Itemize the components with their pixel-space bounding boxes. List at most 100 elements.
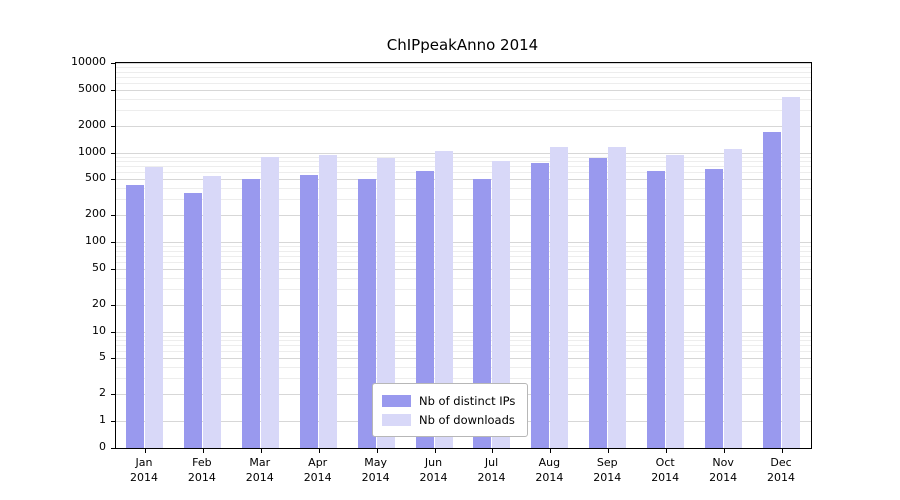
bar-distinct-ips-jun (416, 170, 434, 448)
y-tick-mark (111, 89, 116, 91)
y-tick-label: 20 (92, 296, 106, 310)
x-tick-label: Dec 2014 (767, 456, 795, 484)
x-tick-mark (666, 449, 667, 453)
y-tick-mark (111, 421, 116, 422)
bar-downloads-jul (492, 160, 510, 448)
major-gridline (116, 242, 811, 243)
bar-downloads-apr (319, 154, 337, 448)
plot-area: Nb of distinct IPs Nb of downloads (111, 62, 812, 453)
legend-swatch-distinct-ips (382, 394, 411, 407)
minor-gridline (116, 277, 811, 279)
minor-gridline (116, 98, 811, 100)
major-gridline (116, 304, 811, 306)
y-tick-mark (111, 304, 116, 306)
minor-gridline (116, 76, 811, 78)
y-tick-mark (111, 215, 116, 217)
y-tick-mark (111, 179, 116, 181)
x-tick-label: Apr 2014 (303, 456, 332, 484)
bar-downloads-jan (145, 166, 163, 448)
bar-downloads-feb (203, 176, 221, 448)
y-tick-label: 5 (99, 350, 106, 364)
minor-gridline (116, 166, 811, 168)
minor-gridline (116, 367, 811, 369)
bar-distinct-ips-oct (647, 170, 665, 448)
y-tick-label: 0 (99, 440, 106, 453)
major-gridline (116, 215, 811, 217)
y-tick-label: 50 (92, 260, 106, 274)
minor-gridline (116, 161, 811, 163)
legend-swatch-downloads (382, 413, 411, 426)
y-tick-label: 1000 (78, 144, 106, 158)
major-gridline (116, 125, 811, 127)
x-tick-label: Oct 2014 (651, 456, 680, 484)
y-tick-label: 10 (92, 323, 106, 337)
minor-gridline (116, 288, 811, 290)
minor-gridline (116, 199, 811, 201)
x-tick-mark (782, 449, 783, 453)
major-gridline (116, 179, 811, 181)
x-tick-mark (145, 449, 146, 453)
y-tick-mark (111, 331, 116, 333)
bar-downloads-dec (782, 96, 800, 448)
y-tick-mark (111, 268, 116, 270)
bar-distinct-ips-dec (763, 131, 781, 448)
minor-gridline (116, 378, 811, 380)
x-tick-mark (724, 449, 725, 453)
x-tick-mark (435, 449, 436, 453)
legend: Nb of distinct IPs Nb of downloads (372, 383, 529, 437)
legend-row: Nb of downloads (382, 410, 515, 429)
x-tick-mark (608, 449, 609, 453)
x-tick-label: Jan 2014 (130, 456, 158, 484)
minor-gridline (116, 67, 811, 69)
x-tick-label: Mar 2014 (245, 456, 274, 484)
y-tick-label: 1 (99, 413, 106, 426)
y-tick-label: 2 (99, 386, 106, 400)
minor-gridline (116, 335, 811, 337)
bar-downloads-jun (435, 151, 453, 448)
minor-gridline (116, 82, 811, 84)
bar-downloads-nov (724, 148, 742, 448)
minor-gridline (116, 246, 811, 248)
bar-downloads-aug (550, 147, 568, 448)
legend-label-downloads: Nb of downloads (419, 412, 515, 427)
y-tick-label: 500 (85, 171, 106, 185)
x-tick-label: Aug 2014 (535, 456, 564, 484)
minor-gridline (116, 156, 811, 158)
x-tick-label: May 2014 (361, 456, 390, 484)
y-tick-mark (111, 448, 116, 449)
y-tick-label: 100 (85, 234, 106, 247)
major-gridline (116, 358, 811, 360)
legend-label-distinct-ips: Nb of distinct IPs (419, 393, 516, 408)
x-tick-label: Jul 2014 (477, 456, 506, 484)
y-tick-label: 200 (85, 207, 106, 221)
bar-distinct-ips-jul (473, 179, 491, 448)
x-tick-mark (492, 449, 493, 453)
bar-downloads-may (377, 158, 395, 448)
minor-gridline (116, 261, 811, 263)
major-gridline (116, 268, 811, 270)
x-tick-mark (261, 449, 262, 453)
major-gridline (116, 63, 811, 64)
bar-downloads-mar (261, 156, 279, 448)
bar-downloads-sep (608, 146, 626, 448)
bar-distinct-ips-jan (126, 185, 144, 448)
chart-title: ChIPpeakAnno 2014 (386, 36, 539, 54)
bar-distinct-ips-mar (242, 179, 260, 448)
major-gridline (116, 152, 811, 154)
x-tick-mark (319, 449, 320, 453)
y-tick-mark (111, 125, 116, 127)
minor-gridline (116, 109, 811, 111)
bar-distinct-ips-sep (589, 157, 607, 448)
y-axis-labels: 0 1 2 5 10 20 50 100 200 500 1000 2000 5000 10000 (0, 55, 110, 453)
y-tick-mark (111, 242, 116, 243)
bar-downloads-oct (666, 155, 684, 448)
bar-distinct-ips-may (358, 178, 376, 448)
x-tick-label: Jun 2014 (419, 456, 448, 484)
y-tick-mark (111, 358, 116, 360)
minor-gridline (116, 71, 811, 73)
bar-distinct-ips-feb (184, 192, 202, 448)
x-tick-mark (550, 449, 551, 453)
y-tick-label: 2000 (78, 117, 106, 131)
bar-distinct-ips-apr (300, 174, 318, 448)
